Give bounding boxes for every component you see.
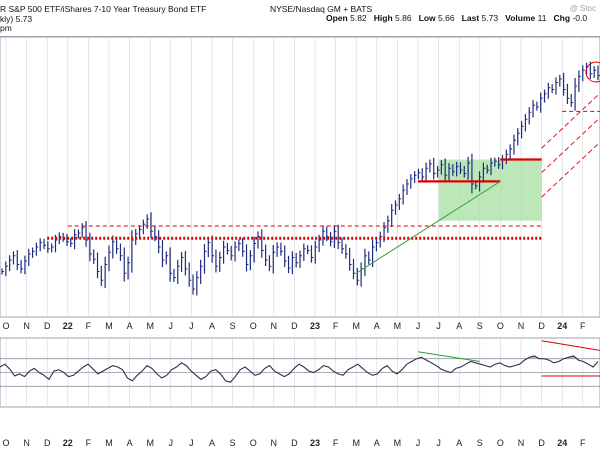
x-tick-label: A <box>209 321 215 331</box>
x-tick-label: A <box>374 321 380 331</box>
x-tick-label-lower: S <box>230 438 236 448</box>
x-tick-label-lower: J <box>189 438 194 448</box>
x-tick-label-lower: A <box>209 438 215 448</box>
last-label: Last <box>461 13 480 23</box>
price-panel-border <box>0 36 600 318</box>
low-label: Low <box>418 13 436 23</box>
x-tick-label-lower: D <box>291 438 298 448</box>
period-label: pm <box>0 23 12 33</box>
open-value: 5.82 <box>350 13 367 23</box>
x-tick-label: M <box>105 321 113 331</box>
x-tick-label-lower: N <box>23 438 30 448</box>
x-tick-label: D <box>538 321 545 331</box>
x-tick-label: 22 <box>63 321 73 331</box>
trend-line <box>355 180 501 274</box>
x-tick-label-lower: 24 <box>557 438 567 448</box>
x-tick-label-lower: M <box>105 438 113 448</box>
x-tick-label-lower: J <box>416 438 421 448</box>
x-tick-label: O <box>2 321 9 331</box>
x-tick-label: 23 <box>310 321 320 331</box>
volume-value: 11 <box>537 13 547 23</box>
exchange-label: NYSE/Nasdaq GM + BATS <box>270 4 373 14</box>
x-tick-label-lower: M <box>146 438 154 448</box>
x-tick-label-lower: O <box>250 438 257 448</box>
x-tick-label-lower: A <box>374 438 380 448</box>
rsi-overbought-fill <box>0 355 598 359</box>
x-tick-label: A <box>127 321 133 331</box>
x-tick-label-lower: S <box>477 438 483 448</box>
channel-mid-line <box>541 117 600 173</box>
x-tick-label: O <box>497 321 504 331</box>
x-tick-label-lower: D <box>44 438 51 448</box>
x-tick-label: M <box>352 321 360 331</box>
x-tick-label: S <box>230 321 236 331</box>
x-tick-label: M <box>394 321 402 331</box>
x-tick-label-lower: O <box>497 438 504 448</box>
low-value: 5.66 <box>438 13 455 23</box>
x-tick-label: J <box>189 321 194 331</box>
highlight-circle <box>585 61 600 83</box>
x-tick-label-lower: F <box>333 438 339 448</box>
quote-strip: Open 5.82 High 5.86 Low 5.66 Last 5.73 V… <box>326 13 587 23</box>
x-tick-label-lower: M <box>352 438 360 448</box>
x-tick-label: D <box>291 321 298 331</box>
high-label: High <box>373 13 393 23</box>
rsi-line <box>0 355 599 383</box>
x-tick-label-lower: A <box>127 438 133 448</box>
x-tick-label-lower: J <box>436 438 441 448</box>
x-tick-label-lower: F <box>580 438 586 448</box>
x-tick-label-lower: F <box>86 438 92 448</box>
x-tick-label: J <box>436 321 441 331</box>
x-tick-label: D <box>44 321 51 331</box>
rsi-divergence-red <box>541 340 600 351</box>
x-tick-label-lower: M <box>394 438 402 448</box>
channel-band-line <box>541 92 600 149</box>
volume-label: Volume <box>505 13 536 23</box>
x-tick-label: N <box>23 321 30 331</box>
x-tick-label: O <box>250 321 257 331</box>
watermark: @ Stoc <box>569 4 596 13</box>
x-tick-label-lower: A <box>456 438 462 448</box>
channel-band-line <box>541 141 600 198</box>
x-tick-label-lower: O <box>2 438 9 448</box>
x-tick-label-lower: 23 <box>310 438 320 448</box>
x-tick-label-lower: N <box>518 438 525 448</box>
x-tick-label: S <box>477 321 483 331</box>
x-tick-label-lower: N <box>271 438 278 448</box>
last-value: 5.73 <box>481 13 499 23</box>
x-tick-label: M <box>146 321 154 331</box>
indicator-label: kly) 5.73 <box>0 14 33 24</box>
x-tick-label: 24 <box>557 321 567 331</box>
x-tick-label: N <box>518 321 525 331</box>
high-value: 5.86 <box>395 13 412 23</box>
open-label: Open <box>326 13 348 23</box>
rsi-divergence-green <box>417 351 480 362</box>
x-tick-label-lower: D <box>538 438 545 448</box>
chg-label: Chg <box>553 13 571 23</box>
x-tick-label-lower: 22 <box>63 438 73 448</box>
chart-title: R S&P 500 ETF/iShares 7-10 Year Treasury… <box>0 4 207 14</box>
x-tick-label: F <box>86 321 92 331</box>
x-tick-label: N <box>271 321 278 331</box>
x-tick-label: A <box>456 321 462 331</box>
chart-header: R S&P 500 ETF/iShares 7-10 Year Treasury… <box>0 0 600 37</box>
x-tick-label: F <box>333 321 339 331</box>
chg-value: -0.0 <box>572 13 588 23</box>
x-tick-label: J <box>416 321 421 331</box>
x-tick-label-lower: J <box>169 438 174 448</box>
consolidation-box <box>438 159 542 221</box>
rsi-panel-border <box>0 337 600 408</box>
x-tick-label: F <box>580 321 586 331</box>
x-tick-label: J <box>169 321 174 331</box>
